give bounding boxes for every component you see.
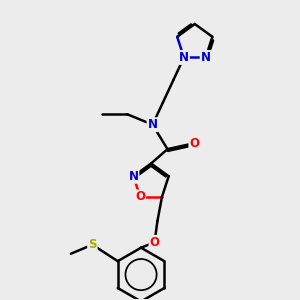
Text: O: O bbox=[149, 236, 160, 249]
Text: N: N bbox=[148, 118, 158, 131]
Text: S: S bbox=[88, 238, 97, 251]
Text: O: O bbox=[135, 190, 145, 203]
Text: N: N bbox=[128, 170, 139, 183]
Text: N: N bbox=[201, 51, 211, 64]
Text: N: N bbox=[179, 51, 189, 64]
Text: O: O bbox=[189, 137, 200, 150]
